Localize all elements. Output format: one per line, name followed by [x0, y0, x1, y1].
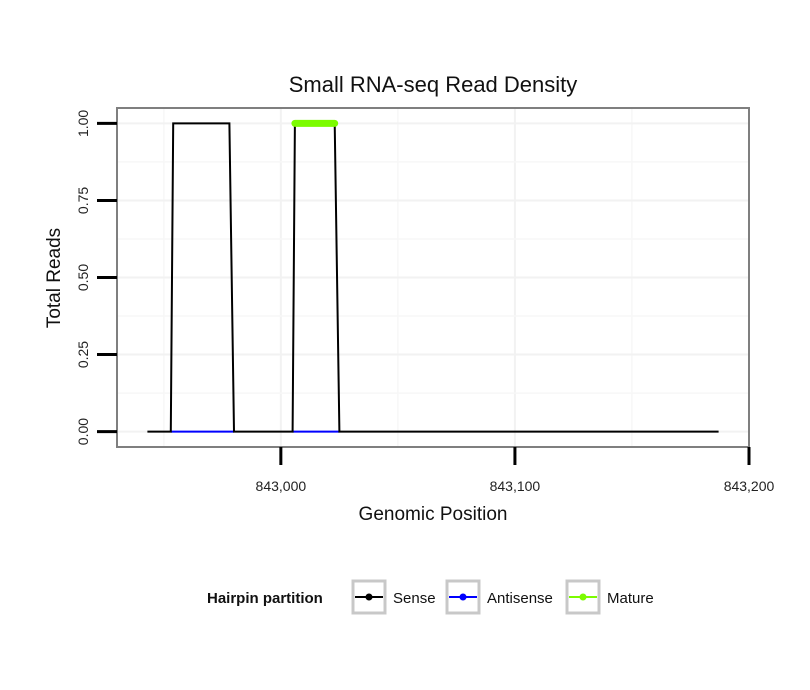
legend-label-mature: Mature: [607, 590, 654, 607]
y-tick-label: 0.75: [75, 187, 91, 214]
legend-key-point-antisense: [459, 593, 467, 601]
y-axis-title: Total Reads: [44, 228, 65, 328]
grid-lines: [117, 108, 749, 447]
legend-item-mature: Mature: [565, 579, 654, 615]
legend-label-antisense: Antisense: [487, 590, 553, 607]
axes: 843,000 843,100 843,200 0.00 0.25 0.50 0.75 1.0…: [75, 110, 775, 494]
series-lines: [147, 119, 719, 433]
legend: Hairpin partition Sense Antisense Mature: [207, 579, 654, 615]
series-line-sense: [147, 122, 719, 433]
y-tick-label: 1.00: [75, 110, 91, 137]
legend-item-antisense: Antisense: [445, 579, 553, 615]
x-axis-title: Genomic Position: [359, 504, 508, 525]
legend-key-point-mature: [579, 593, 587, 601]
x-tick-label: 843,100: [490, 478, 541, 494]
y-tick-label: 0.50: [75, 264, 91, 291]
chart-title: Small RNA-seq Read Density: [289, 72, 578, 97]
legend-label-sense: Sense: [393, 590, 436, 607]
y-tick-label: 0.00: [75, 418, 91, 445]
y-tick-label: 0.25: [75, 341, 91, 368]
x-tick-label: 843,200: [724, 478, 775, 494]
x-tick-label: 843,000: [256, 478, 307, 494]
legend-title: Hairpin partition: [207, 590, 323, 607]
legend-key-point-sense: [365, 593, 373, 601]
legend-item-sense: Sense: [351, 579, 436, 615]
